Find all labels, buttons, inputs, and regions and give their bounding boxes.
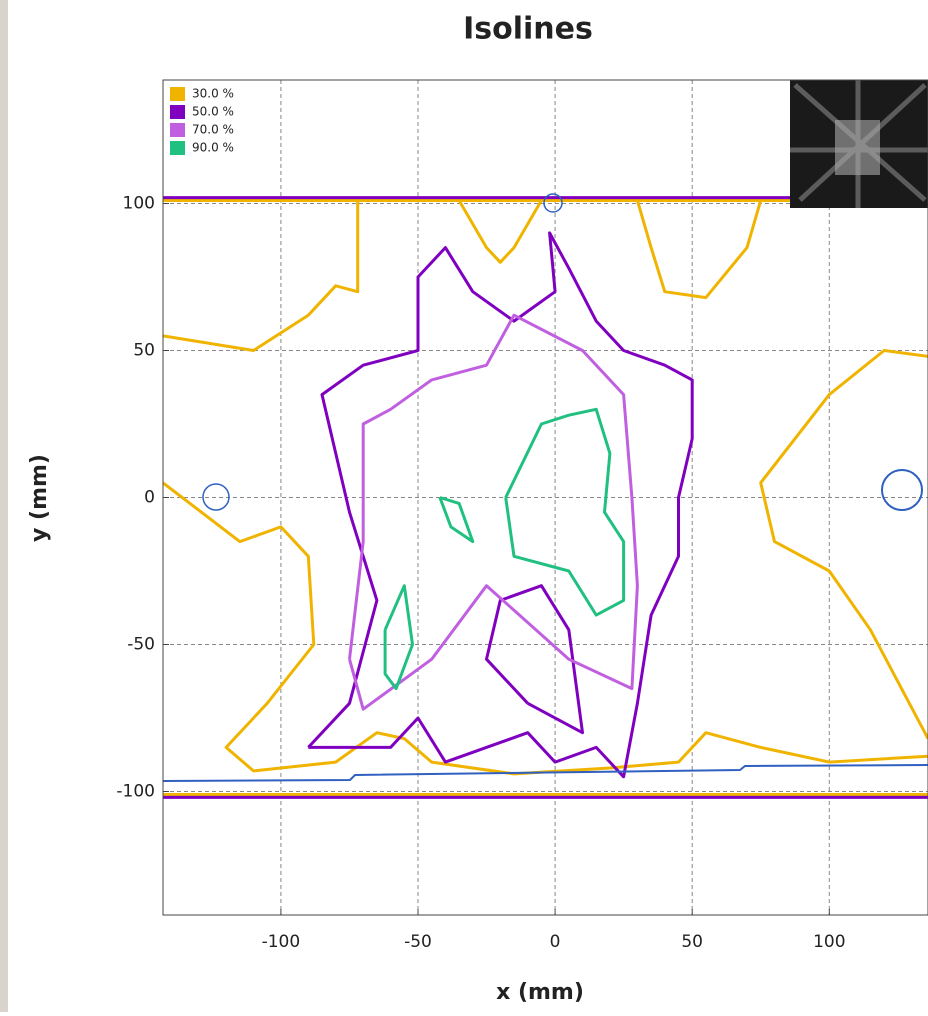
x-tick-label: 50 (681, 932, 703, 952)
isoline (348, 313, 639, 711)
y-axis-label: y (mm) (27, 454, 52, 542)
y-tick-label: -100 (116, 782, 155, 802)
chart-title: Isolines (463, 12, 593, 47)
legend-label: 50.0 % (192, 105, 234, 119)
y-tick-label: 50 (133, 340, 155, 360)
x-axis-label: x (mm) (496, 980, 584, 1005)
marker-circle (202, 483, 230, 511)
y-tick-label: 0 (144, 488, 155, 508)
legend-swatch (170, 123, 185, 137)
window-edge (0, 0, 8, 1012)
legend-label: 30.0 % (192, 87, 234, 101)
marker-circle (881, 469, 923, 511)
x-tick-label: -50 (404, 932, 432, 952)
legend-swatch (170, 87, 185, 101)
x-tick-label: -100 (262, 932, 301, 952)
legend-swatch (170, 105, 185, 119)
marker-circle (543, 193, 563, 213)
x-tick-label: 100 (813, 932, 845, 952)
isoline (163, 196, 928, 799)
reference-line (163, 764, 928, 782)
thumbnail-object (835, 120, 880, 175)
plot-area (163, 80, 928, 915)
isoline (383, 407, 626, 691)
plot-frame (162, 79, 928, 916)
x-tick-label: 0 (550, 932, 561, 952)
legend-label: 70.0 % (192, 123, 234, 137)
legend-label: 90.0 % (192, 141, 234, 155)
legend-swatch (170, 141, 185, 155)
y-tick-label: -50 (127, 635, 155, 655)
y-tick-label: 100 (123, 193, 155, 213)
decorations (163, 80, 928, 782)
isoline (163, 199, 928, 796)
